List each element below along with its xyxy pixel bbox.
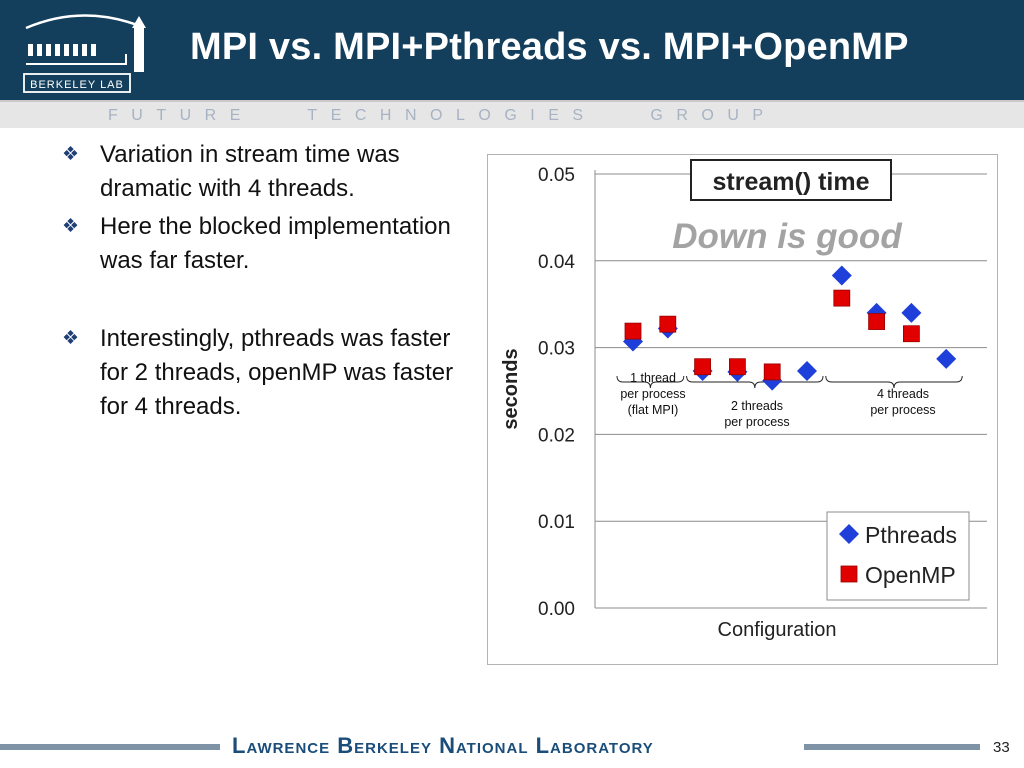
openmp-point	[840, 565, 858, 583]
y-tick-labels: 0.00 0.01 0.02 0.03 0.04 0.05	[538, 165, 575, 620]
group-label: per process	[870, 403, 935, 417]
bullet-text: Variation in stream time was dramatic wi…	[100, 141, 400, 202]
pthreads-point	[839, 524, 859, 544]
page-number: 33	[993, 739, 1010, 756]
openmp-point	[763, 363, 781, 381]
footer-rule-right	[804, 744, 980, 750]
y-tick-label: 0.02	[538, 425, 575, 446]
logo-text: BERKELEY LAB	[30, 79, 124, 91]
y-tick-label: 0.03	[538, 339, 575, 360]
group-label: 2 threads	[731, 399, 783, 413]
openmp-point	[694, 358, 712, 376]
pthreads-point	[936, 348, 957, 369]
group-label: per process	[620, 387, 685, 401]
x-axis-label: Configuration	[718, 619, 837, 641]
chart-title-box: stream() time	[690, 159, 892, 201]
group-brace	[825, 375, 963, 389]
openmp-point	[833, 289, 851, 307]
bullet-item: ❖ Interestingly, pthreads was faster for…	[62, 322, 472, 424]
pthreads-point	[797, 361, 817, 382]
openmp-point	[868, 313, 886, 330]
openmp-point	[659, 315, 677, 333]
chart-title: stream() time	[713, 168, 870, 196]
group-label: (flat MPI)	[628, 403, 679, 417]
group-label: 4 threads	[877, 387, 929, 401]
diamond-bullet-icon: ❖	[62, 216, 80, 237]
page-title: MPI vs. MPI+Pthreads vs. MPI+OpenMP	[190, 26, 909, 68]
diamond-bullet-icon: ❖	[62, 144, 80, 165]
tagline: FUTURE TECHNOLOGIES GROUP	[108, 107, 777, 124]
bullet-item: ❖ Variation in stream time was dramatic …	[62, 138, 472, 206]
tagline-bar: FUTURE TECHNOLOGIES GROUP	[0, 100, 1024, 128]
group-label: per process	[724, 415, 789, 429]
openmp-point	[624, 322, 642, 340]
pthreads-point	[623, 331, 643, 352]
bullet-text: Interestingly, pthreads was faster for 2…	[100, 325, 454, 420]
group-label: 1 thread	[630, 371, 676, 385]
y-axis-label: seconds	[500, 348, 522, 429]
pthreads-point	[831, 265, 852, 286]
legend-label: Pthreads	[865, 522, 957, 548]
group-braces: 1 thread per process (flat MPI) 2 threads pe…	[616, 371, 963, 429]
pthreads-point	[901, 302, 922, 323]
data-points	[623, 265, 957, 391]
y-tick-label: 0.01	[538, 512, 575, 533]
y-tick-label: 0.05	[538, 165, 575, 186]
group-brace	[686, 375, 824, 389]
chart-legend: Pthreads OpenMP	[826, 511, 970, 601]
footer-rule-left	[0, 744, 220, 750]
y-tick-label: 0.00	[538, 599, 575, 620]
footer-text: Lawrence Berkeley National Laboratory	[232, 733, 654, 758]
bullet-list: ❖ Variation in stream time was dramatic …	[62, 138, 472, 428]
legend-label: OpenMP	[865, 562, 956, 588]
stream-time-chart: 0.00 0.01 0.02 0.03 0.04 0.05 stream() time D…	[487, 154, 998, 665]
group-brace	[616, 375, 685, 389]
berkeley-lab-logo: BERKELEY LAB	[23, 14, 146, 93]
openmp-point	[728, 358, 746, 376]
openmp-point	[902, 325, 920, 343]
chart-annotation: Down is good	[672, 217, 902, 256]
y-tick-label: 0.04	[538, 252, 575, 273]
bullet-text: Here the blocked implementation was far …	[100, 213, 451, 274]
diamond-bullet-icon: ❖	[62, 328, 80, 349]
pthreads-point	[762, 370, 783, 391]
bullet-item: ❖ Here the blocked implementation was fa…	[62, 210, 472, 278]
header-bar: BERKELEY LAB MPI vs. MPI+Pthreads vs. MP…	[0, 0, 1024, 100]
